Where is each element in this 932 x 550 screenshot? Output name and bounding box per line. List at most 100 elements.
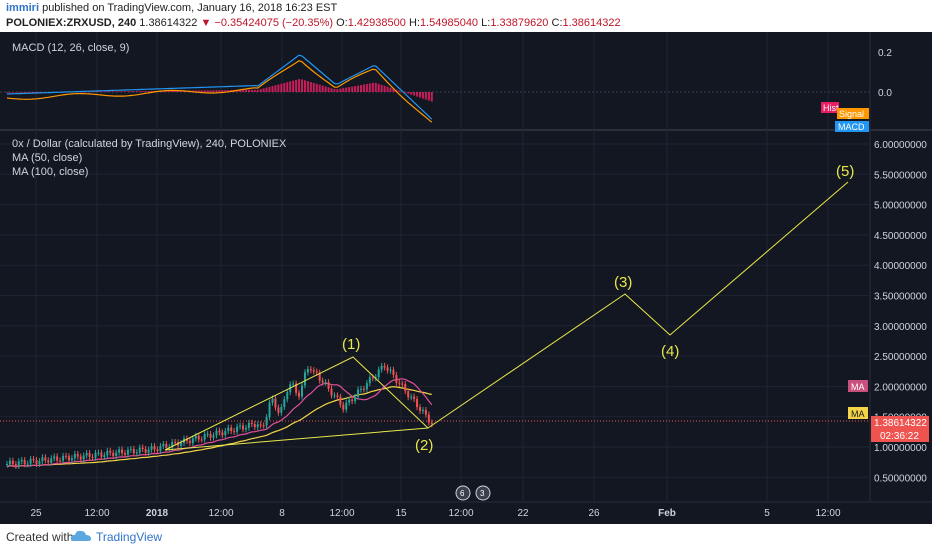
event-flag-icon[interactable]: [475, 485, 491, 501]
candle-body: [262, 425, 265, 427]
macd-badge: [835, 121, 869, 132]
candle-body: [97, 452, 100, 454]
candle-body: [233, 431, 236, 433]
candle-body: [153, 446, 156, 450]
candle-body: [70, 458, 73, 461]
hist-bar: [112, 91, 115, 92]
candle-body: [150, 446, 153, 450]
candle-body: [109, 450, 112, 453]
wave-label-5[interactable]: (5): [836, 163, 854, 180]
hist-bar: [342, 88, 345, 92]
hist-bar: [407, 92, 410, 94]
macd-pane[interactable]: 0.2 0.0 Hist Signal MACD: [0, 48, 892, 132]
candle-body: [395, 375, 398, 383]
price-axis-tick: 2.00000000: [874, 382, 927, 393]
candle-body: [250, 422, 253, 425]
last-price-badge-label: 1.38614322: [874, 418, 927, 429]
time-axis-tick: 12:00: [448, 508, 473, 519]
hist-bar: [295, 79, 298, 92]
price-pane[interactable]: 6.00000000 5.50000000 5.00000000 4.50000000…: [0, 140, 929, 501]
symbol-label[interactable]: POLONIEX:ZRXUSD, 240: [6, 17, 137, 29]
wave-label-3[interactable]: (3): [614, 274, 632, 291]
candle-body: [129, 448, 132, 450]
price-axis-tick: 0.50000000: [874, 473, 927, 484]
candle-body: [76, 454, 79, 457]
candle-body: [239, 425, 242, 427]
candle-body: [371, 377, 374, 379]
ma100-legend[interactable]: MA (100, close): [12, 166, 89, 178]
candle-body: [230, 427, 233, 432]
candle-body: [416, 398, 419, 408]
chart-svg[interactable]: 0.2 0.0 Hist Signal MACD 6.00000000 5.500…: [0, 32, 932, 524]
candle-body: [221, 432, 224, 436]
hist-bar: [88, 91, 91, 93]
candle-body: [218, 430, 221, 433]
price-axis-tick: 4.00000000: [874, 261, 927, 272]
wave-label-2[interactable]: (2): [415, 437, 433, 454]
candle-body: [327, 382, 330, 389]
candle-body: [209, 433, 212, 438]
ma50-legend[interactable]: MA (50, close): [12, 152, 83, 164]
chart-canvas[interactable]: 0.2 0.0 Hist Signal MACD 6.00000000 5.500…: [0, 32, 932, 524]
elliott-wave-path[interactable]: [164, 181, 849, 451]
hist-bar: [253, 89, 256, 92]
candle-body: [23, 460, 26, 465]
time-axis[interactable]: 25 12:00 2018 12:00 8 12:00 15 12:00 22 26 Feb 5 12:…: [30, 508, 841, 519]
candle-body: [79, 456, 82, 460]
candle-body: [82, 455, 85, 460]
hist-bar: [424, 92, 427, 100]
candle-body: [56, 456, 59, 461]
signal-line: [6, 60, 433, 123]
hist-bar: [430, 92, 433, 102]
hist-bar: [383, 85, 386, 92]
macd-legend[interactable]: MACD (12, 26, close, 9): [12, 42, 130, 54]
hist-bar: [315, 83, 318, 92]
candle-body: [73, 454, 76, 459]
signal-badge-label: Signal: [839, 109, 864, 119]
candle-body: [11, 460, 14, 465]
hist-bar: [292, 80, 295, 92]
candle-body: [357, 389, 360, 397]
hist-bar: [318, 84, 321, 92]
hist-bar: [289, 81, 292, 92]
candle-body: [47, 460, 50, 463]
time-axis-tick: 8: [279, 508, 285, 519]
author-link[interactable]: immiri: [6, 2, 40, 14]
price-pane-legend[interactable]: 0x / Dollar (calculated by TradingView),…: [12, 138, 287, 150]
hist-bar: [29, 92, 32, 93]
ma50-line: [6, 378, 433, 468]
hist-bar: [374, 82, 377, 92]
wave-label-1[interactable]: (1): [342, 336, 360, 353]
event-flag-icon[interactable]: [455, 485, 471, 501]
hist-bar: [271, 86, 274, 92]
hist-bar: [280, 83, 283, 92]
candle-body: [100, 452, 103, 457]
hist-bar: [180, 90, 183, 92]
hist-bar: [97, 91, 100, 93]
wave-label-4[interactable]: (4): [661, 343, 679, 360]
price-axis-tick: 3.00000000: [874, 322, 927, 333]
candle-body: [126, 449, 129, 455]
hist-bar: [247, 89, 250, 92]
hist-bar: [194, 90, 197, 92]
candle-body: [377, 369, 380, 378]
countdown-badge-label: 02:36:22: [880, 431, 919, 442]
hist-bar: [227, 90, 230, 92]
candle-body: [8, 460, 11, 464]
candle-body: [268, 402, 271, 418]
candle-body: [17, 461, 20, 466]
tradingview-brand-link[interactable]: TradingView: [96, 530, 163, 544]
hist-bar: [6, 92, 8, 93]
candle-body: [324, 382, 327, 384]
candle-body: [271, 398, 274, 403]
candle-body: [6, 463, 8, 465]
wave-base-line[interactable]: [164, 427, 429, 451]
footer: Created with TradingView: [0, 524, 932, 550]
hist-bar: [351, 86, 354, 92]
hist-bar: [427, 92, 430, 101]
tradingview-cloud-icon[interactable]: [70, 529, 92, 543]
hist-bar: [212, 90, 215, 92]
candle-body: [188, 440, 191, 444]
hist-bar: [371, 82, 374, 92]
candle-body: [301, 385, 303, 397]
